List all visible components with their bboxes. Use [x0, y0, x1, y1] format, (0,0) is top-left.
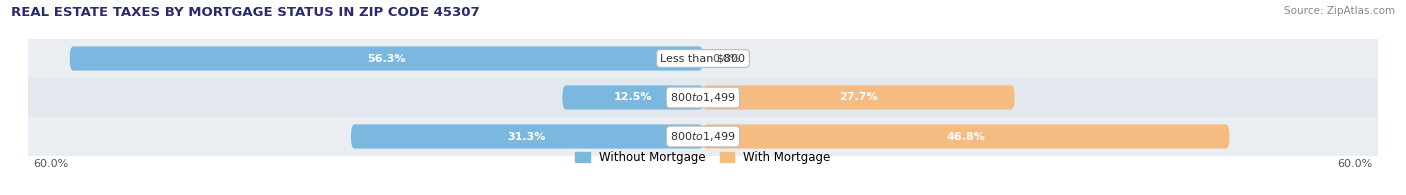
- Text: 12.5%: 12.5%: [613, 92, 652, 103]
- FancyBboxPatch shape: [562, 85, 703, 110]
- Legend: Without Mortgage, With Mortgage: Without Mortgage, With Mortgage: [571, 146, 835, 169]
- Text: 46.8%: 46.8%: [946, 131, 986, 142]
- FancyBboxPatch shape: [70, 46, 703, 71]
- Text: $800 to $1,499: $800 to $1,499: [671, 130, 735, 143]
- FancyBboxPatch shape: [28, 117, 1378, 156]
- Text: 0.0%: 0.0%: [711, 53, 740, 64]
- Text: 60.0%: 60.0%: [1337, 159, 1372, 169]
- FancyBboxPatch shape: [703, 124, 1229, 149]
- Text: 56.3%: 56.3%: [367, 53, 405, 64]
- Text: 27.7%: 27.7%: [839, 92, 879, 103]
- Text: 60.0%: 60.0%: [34, 159, 69, 169]
- FancyBboxPatch shape: [703, 85, 1015, 110]
- FancyBboxPatch shape: [28, 39, 1378, 78]
- Text: $800 to $1,499: $800 to $1,499: [671, 91, 735, 104]
- Text: Source: ZipAtlas.com: Source: ZipAtlas.com: [1284, 6, 1395, 16]
- FancyBboxPatch shape: [28, 78, 1378, 117]
- Text: REAL ESTATE TAXES BY MORTGAGE STATUS IN ZIP CODE 45307: REAL ESTATE TAXES BY MORTGAGE STATUS IN …: [11, 6, 479, 19]
- FancyBboxPatch shape: [352, 124, 703, 149]
- Text: Less than $800: Less than $800: [661, 53, 745, 64]
- Text: 31.3%: 31.3%: [508, 131, 546, 142]
